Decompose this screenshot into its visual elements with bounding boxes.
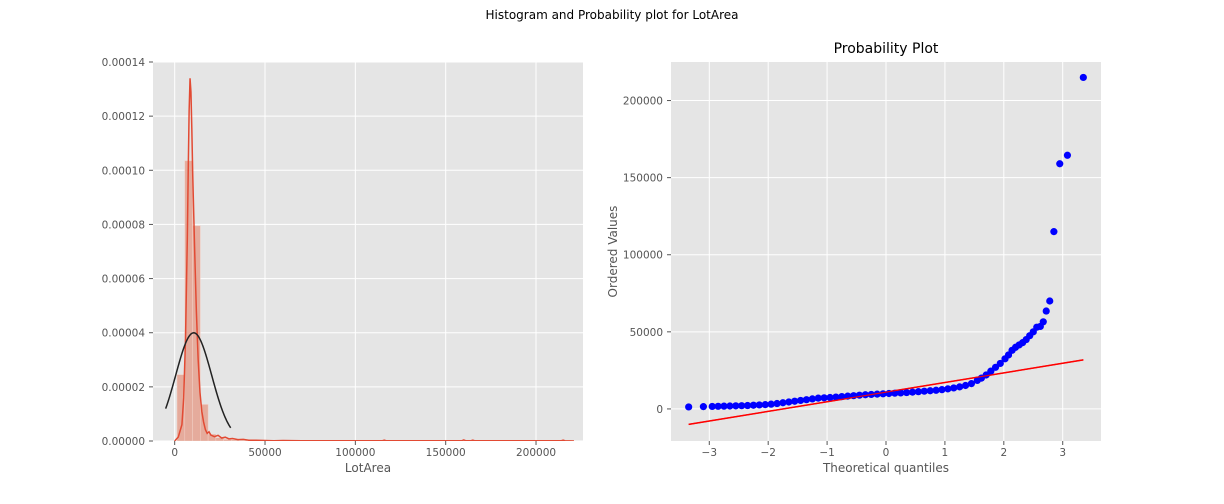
scatter-point [708, 402, 716, 411]
y-tick-label: 0.00002 [102, 382, 145, 394]
scatter-point [761, 401, 769, 409]
plot-content [685, 73, 1087, 426]
scatter-point [785, 398, 793, 406]
scatter-point [956, 383, 964, 391]
scatter-point [861, 391, 869, 399]
scatter-point [732, 402, 740, 410]
scatter-point [938, 386, 946, 394]
scatter-point [826, 393, 834, 402]
y-tick-label: 0.00012 [102, 111, 145, 123]
scatter-point [1046, 297, 1054, 305]
scatter-point [1079, 73, 1087, 82]
y-tick-label: 50000 [630, 327, 663, 339]
plot-area-background [153, 62, 583, 441]
scatter-point [802, 396, 811, 404]
plot-content [164, 78, 574, 441]
scatter-point [1063, 151, 1072, 159]
kde-line [174, 78, 574, 441]
y-tick-label: 0.00004 [102, 328, 146, 340]
y-tick-label: 0.00014 [102, 57, 146, 69]
scatter-point [699, 403, 707, 411]
scatter-point [820, 394, 828, 402]
histogram-bar [223, 439, 232, 441]
scatter-point [920, 387, 928, 395]
x-axis-label: Theoretical quantiles [822, 461, 949, 475]
scatter-point [1056, 160, 1064, 168]
scatter-point [808, 395, 816, 403]
scatter-point [814, 394, 822, 402]
fit-line-overlay [688, 359, 1084, 425]
x-tick-label: −1 [819, 447, 834, 459]
scatter-point [944, 385, 952, 393]
x-tick-label: 1 [942, 447, 949, 459]
scatter-point [796, 396, 805, 405]
scatter-point [749, 401, 758, 409]
chart-title: Probability Plot [834, 41, 939, 57]
x-tick-label: 0 [171, 447, 178, 459]
y-tick-label: 0 [656, 404, 663, 416]
x-tick-label: 3 [1059, 447, 1066, 459]
y-tick-label: 0.00008 [102, 219, 145, 231]
scatter-point [720, 402, 728, 410]
y-tick-label: 150000 [623, 173, 663, 185]
scatter-point [1039, 318, 1047, 326]
x-tick-label: −3 [702, 447, 717, 459]
scatter-point [743, 401, 752, 410]
scatter-point [755, 401, 763, 409]
x-tick-label: 100000 [335, 447, 375, 459]
y-tick-label: 0.00006 [102, 274, 146, 286]
y-tick-label: 0.00000 [102, 436, 145, 448]
x-tick-label: 200000 [516, 447, 556, 459]
y-tick-label: 200000 [623, 96, 663, 108]
scatter-point [914, 388, 922, 396]
scatter-point [932, 386, 940, 394]
scatter-point [950, 384, 958, 392]
x-tick-label: −2 [760, 447, 775, 459]
scatter-point [685, 403, 693, 411]
scatter-point [773, 399, 781, 408]
y-axis-label: Ordered Values [606, 206, 620, 298]
normal-fit-line [164, 332, 232, 429]
x-tick-label: 150000 [426, 447, 466, 459]
chart-2 [667, 62, 1101, 445]
x-tick-label: 0 [883, 447, 890, 459]
scatter-point [926, 387, 934, 395]
y-tick-label: 0.00010 [102, 165, 145, 177]
x-axis-label: LotArea [345, 461, 391, 475]
scatter-point [714, 402, 722, 410]
scatter-point [726, 402, 734, 410]
scatter-point [1042, 307, 1050, 315]
scatter-point [897, 389, 905, 397]
y-tick-label: 100000 [623, 250, 663, 262]
scatter-point [767, 400, 775, 408]
scatter-point [961, 381, 970, 390]
scatter-point [908, 388, 917, 396]
scatter-point [738, 402, 746, 410]
chart-1 [149, 61, 583, 445]
histogram-bar [238, 440, 248, 441]
scatter-point [967, 380, 976, 388]
scatter-point [832, 393, 840, 401]
scatter-point [779, 399, 787, 407]
scatter-point [996, 359, 1004, 368]
scatter-point [838, 392, 846, 401]
scatter-point [1050, 228, 1058, 236]
figure-suptitle: Histogram and Probability plot for LotAr… [485, 8, 739, 22]
scatter-point [791, 397, 799, 405]
scatter-point [903, 388, 911, 397]
x-tick-label: 50000 [248, 447, 281, 459]
x-tick-label: 2 [1000, 447, 1007, 459]
